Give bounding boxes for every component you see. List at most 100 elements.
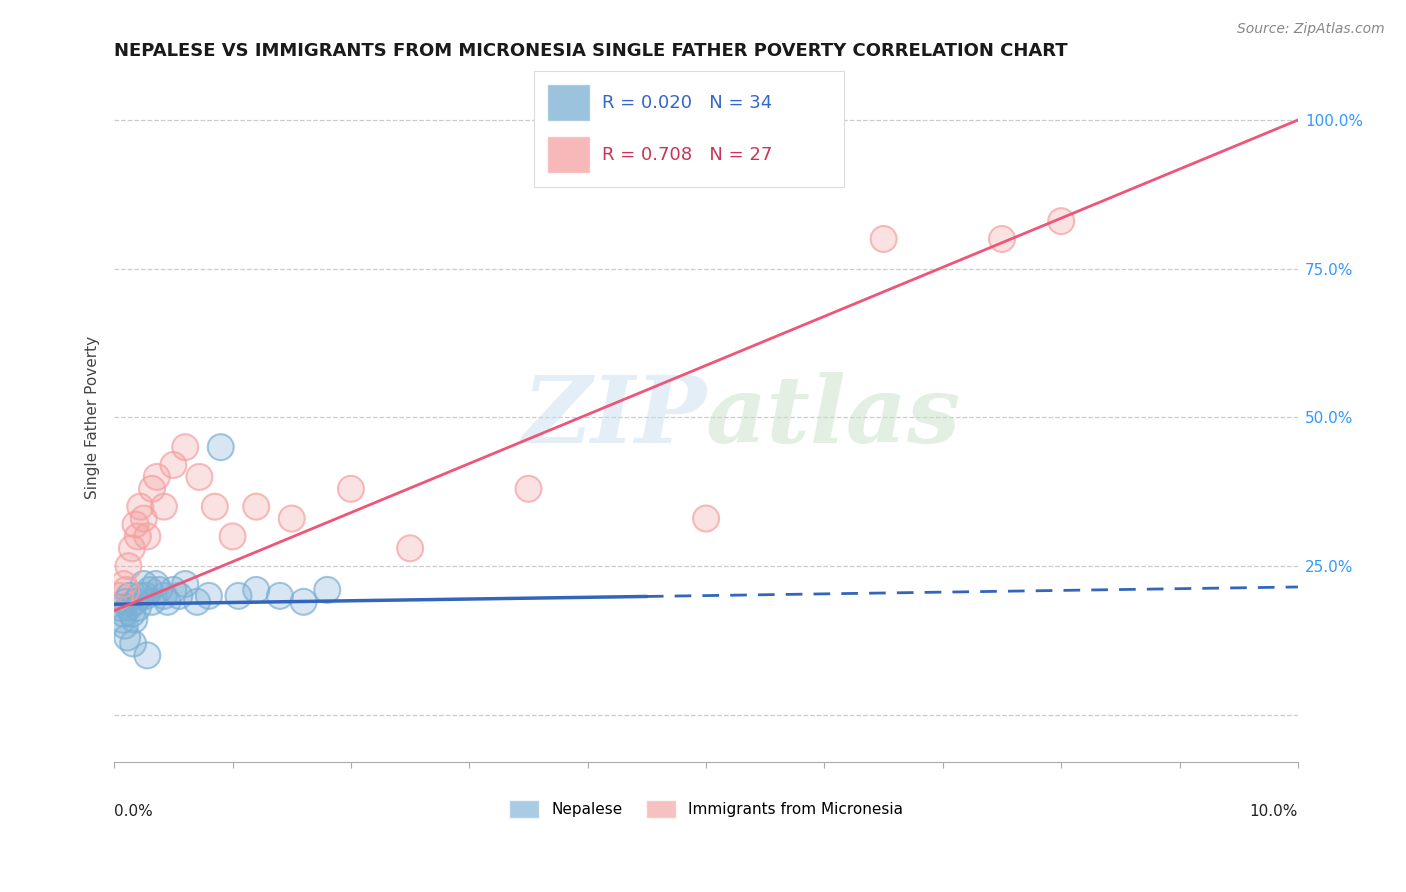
Point <box>112 577 135 591</box>
Point <box>111 613 134 627</box>
Point <box>991 232 1014 246</box>
Point <box>117 600 139 615</box>
Point <box>121 541 143 556</box>
Point <box>162 458 184 472</box>
Point <box>228 589 250 603</box>
Point <box>114 618 136 632</box>
Point <box>118 589 141 603</box>
Point <box>153 589 176 603</box>
Point <box>169 589 191 603</box>
Point <box>146 470 169 484</box>
Point <box>129 500 152 514</box>
Text: 0.0%: 0.0% <box>114 804 153 819</box>
Point <box>517 482 540 496</box>
Point <box>221 529 243 543</box>
Point <box>186 595 208 609</box>
Point <box>162 582 184 597</box>
Point <box>153 500 176 514</box>
Point <box>186 595 208 609</box>
Point <box>108 589 131 603</box>
Text: R = 0.020   N = 34: R = 0.020 N = 34 <box>602 94 772 112</box>
Point <box>188 470 211 484</box>
Point <box>153 589 176 603</box>
Point <box>245 500 267 514</box>
Point <box>129 500 152 514</box>
Point <box>115 582 138 597</box>
Point <box>340 482 363 496</box>
Point <box>188 470 211 484</box>
Point <box>117 559 139 574</box>
Point <box>124 613 146 627</box>
Point <box>162 582 184 597</box>
Point <box>136 529 159 543</box>
Point <box>115 631 138 645</box>
Point <box>245 582 267 597</box>
Point <box>281 511 304 525</box>
Point <box>136 648 159 663</box>
Point <box>124 595 146 609</box>
Point <box>129 589 152 603</box>
Text: atlas: atlas <box>706 373 962 462</box>
Point <box>127 529 149 543</box>
Point <box>991 232 1014 246</box>
Point <box>108 589 131 603</box>
Point <box>141 482 163 496</box>
Point <box>174 440 197 454</box>
Point <box>129 589 152 603</box>
Point <box>209 440 232 454</box>
Point <box>162 458 184 472</box>
Point <box>121 607 143 621</box>
Point <box>872 232 894 246</box>
Point <box>122 636 145 650</box>
Point <box>292 595 315 609</box>
Point <box>146 470 169 484</box>
Point <box>118 589 141 603</box>
Point <box>115 582 138 597</box>
Point <box>108 600 131 615</box>
Text: R = 0.708   N = 27: R = 0.708 N = 27 <box>602 146 773 164</box>
Point <box>145 577 167 591</box>
Point <box>115 595 138 609</box>
Point <box>138 582 160 597</box>
Point <box>127 600 149 615</box>
Point <box>135 589 157 603</box>
Point <box>1050 214 1073 228</box>
Point <box>399 541 422 556</box>
Point <box>174 440 197 454</box>
Point <box>209 440 232 454</box>
Text: NEPALESE VS IMMIGRANTS FROM MICRONESIA SINGLE FATHER POVERTY CORRELATION CHART: NEPALESE VS IMMIGRANTS FROM MICRONESIA S… <box>114 42 1067 60</box>
Point <box>141 595 163 609</box>
Point <box>132 511 155 525</box>
Point <box>132 577 155 591</box>
Point <box>141 482 163 496</box>
Point <box>292 595 315 609</box>
Point <box>221 529 243 543</box>
Point <box>156 595 179 609</box>
Point <box>517 482 540 496</box>
Point <box>148 582 170 597</box>
Point <box>316 582 339 597</box>
Y-axis label: Single Father Poverty: Single Father Poverty <box>86 336 100 499</box>
Point <box>111 613 134 627</box>
Point <box>145 577 167 591</box>
Point <box>228 589 250 603</box>
Bar <box>547 136 591 173</box>
Point <box>198 589 221 603</box>
Point <box>121 607 143 621</box>
Point <box>124 517 146 532</box>
Point <box>281 511 304 525</box>
Point <box>132 577 155 591</box>
Legend: Nepalese, Immigrants from Micronesia: Nepalese, Immigrants from Micronesia <box>502 794 910 824</box>
Point <box>153 500 176 514</box>
Point <box>115 595 138 609</box>
Point <box>269 589 291 603</box>
Point <box>174 577 197 591</box>
Point <box>174 577 197 591</box>
Point <box>316 582 339 597</box>
Point <box>121 541 143 556</box>
Text: 10.0%: 10.0% <box>1250 804 1298 819</box>
Point <box>108 600 131 615</box>
Point <box>117 600 139 615</box>
Text: ZIP: ZIP <box>522 373 706 462</box>
Point <box>115 631 138 645</box>
